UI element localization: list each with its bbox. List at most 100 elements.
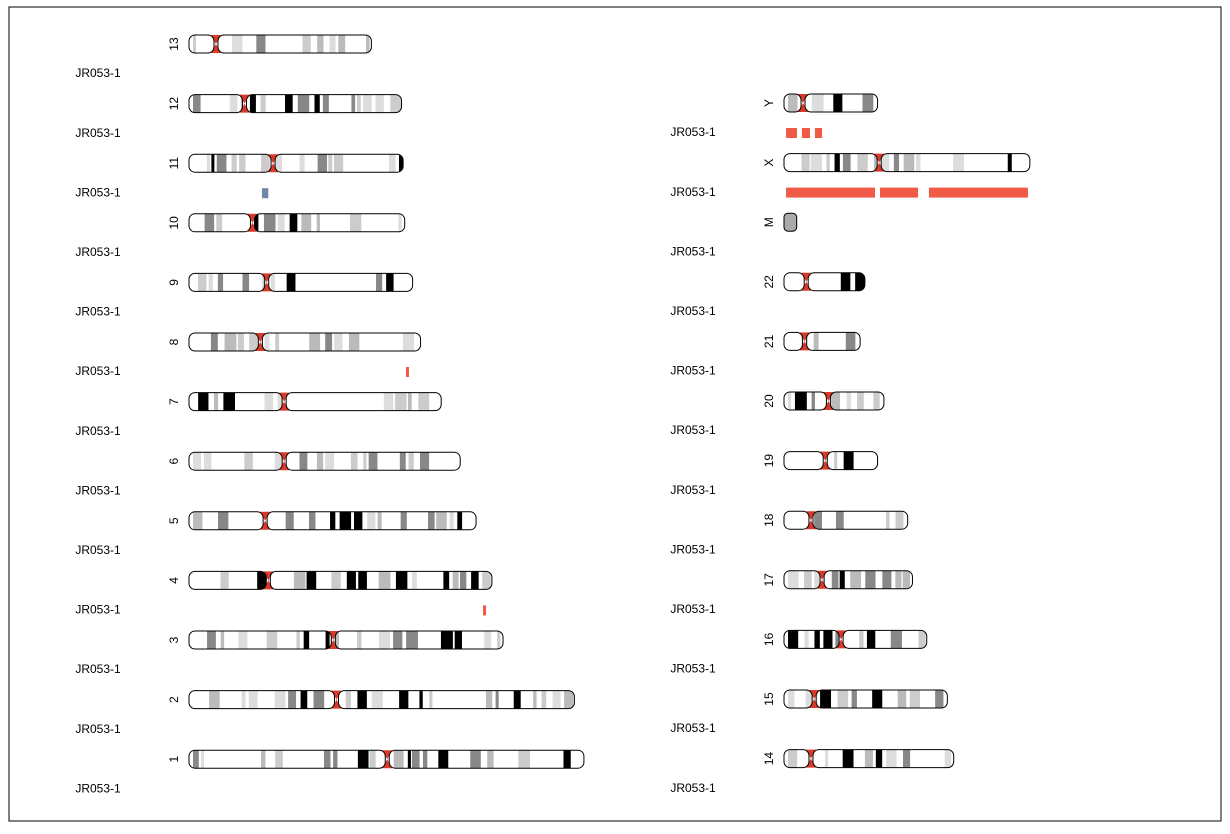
band bbox=[482, 571, 491, 590]
band bbox=[249, 94, 256, 113]
band bbox=[316, 452, 324, 471]
band bbox=[317, 511, 328, 530]
band bbox=[454, 750, 465, 769]
outline bbox=[188, 153, 272, 173]
outline bbox=[388, 749, 585, 769]
band bbox=[386, 273, 394, 292]
band bbox=[476, 690, 484, 709]
band bbox=[256, 35, 266, 53]
band bbox=[335, 631, 339, 649]
band bbox=[858, 451, 866, 470]
band bbox=[353, 511, 363, 530]
band bbox=[395, 392, 407, 411]
band bbox=[362, 154, 374, 173]
band bbox=[438, 750, 449, 769]
band bbox=[378, 333, 390, 351]
chromosome-label: 13 bbox=[167, 37, 181, 51]
band bbox=[260, 690, 270, 709]
band bbox=[270, 273, 275, 292]
segment bbox=[879, 187, 919, 198]
band bbox=[286, 452, 296, 471]
band bbox=[855, 749, 864, 768]
band bbox=[239, 154, 246, 173]
band bbox=[978, 153, 991, 172]
band bbox=[287, 392, 297, 411]
band bbox=[317, 35, 324, 53]
band bbox=[193, 94, 201, 113]
band bbox=[810, 749, 821, 768]
band bbox=[234, 511, 245, 530]
band bbox=[299, 452, 308, 471]
chromosome bbox=[783, 451, 879, 471]
band bbox=[796, 690, 803, 708]
frame bbox=[8, 6, 1222, 822]
band bbox=[435, 452, 446, 471]
band bbox=[915, 153, 921, 172]
bands bbox=[784, 332, 861, 351]
band bbox=[320, 571, 331, 590]
band bbox=[788, 570, 799, 589]
band bbox=[866, 630, 876, 649]
chromosome-label: 3 bbox=[167, 636, 181, 643]
outline bbox=[815, 689, 948, 709]
band bbox=[451, 690, 464, 709]
sample-label: JR053-1 bbox=[75, 662, 121, 676]
outline bbox=[783, 629, 840, 649]
band bbox=[303, 631, 310, 649]
outline bbox=[823, 570, 913, 590]
band bbox=[282, 631, 295, 649]
band bbox=[378, 452, 384, 471]
band bbox=[208, 511, 214, 530]
band bbox=[826, 153, 830, 172]
band bbox=[864, 749, 873, 768]
band bbox=[393, 750, 404, 769]
sample-label: JR053-1 bbox=[670, 304, 716, 318]
band bbox=[895, 511, 904, 530]
sample-label: JR053-1 bbox=[75, 483, 121, 497]
outline bbox=[807, 272, 866, 292]
band bbox=[513, 690, 521, 709]
outline bbox=[783, 272, 805, 292]
band bbox=[361, 273, 372, 292]
chromosome bbox=[188, 34, 372, 54]
band bbox=[316, 213, 320, 232]
chromosome-label: 15 bbox=[762, 692, 776, 706]
band bbox=[350, 213, 362, 232]
outline bbox=[783, 510, 810, 530]
chromosome bbox=[783, 689, 948, 709]
band bbox=[210, 333, 218, 351]
sample-label: JR053-1 bbox=[75, 185, 121, 199]
band bbox=[857, 511, 862, 530]
band bbox=[843, 630, 854, 649]
band bbox=[258, 452, 271, 471]
band bbox=[921, 153, 934, 172]
segment bbox=[483, 605, 487, 616]
outline bbox=[334, 630, 504, 650]
band bbox=[907, 630, 915, 649]
band bbox=[343, 750, 352, 769]
band bbox=[866, 392, 870, 410]
band bbox=[903, 749, 911, 768]
outline bbox=[261, 332, 422, 352]
band bbox=[909, 690, 921, 708]
band bbox=[288, 154, 297, 173]
band bbox=[564, 690, 574, 709]
band bbox=[311, 452, 316, 471]
band bbox=[314, 273, 321, 292]
band bbox=[277, 213, 285, 232]
band bbox=[202, 94, 214, 113]
band bbox=[834, 153, 840, 172]
band bbox=[198, 35, 204, 53]
band bbox=[422, 631, 432, 649]
band bbox=[229, 94, 238, 113]
band bbox=[824, 332, 835, 351]
band bbox=[279, 273, 285, 292]
bands bbox=[189, 571, 492, 590]
sample-label: JR053-1 bbox=[670, 542, 716, 556]
band bbox=[238, 631, 248, 649]
band bbox=[935, 690, 944, 708]
outline bbox=[783, 331, 804, 351]
bands bbox=[784, 630, 927, 649]
chromosome bbox=[783, 272, 866, 292]
chromosome-label: 6 bbox=[167, 458, 181, 465]
